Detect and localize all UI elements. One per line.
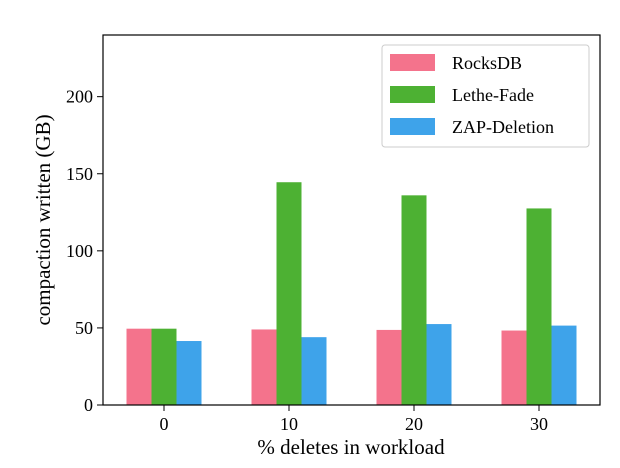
y-axis: 0 50 100 150 200 [66,87,103,415]
y-tick-label: 0 [84,395,93,415]
bar-lethe-fade-20 [401,195,427,405]
legend-label-zap-deletion: ZAP-Deletion [452,117,554,137]
bar-rocksdb-30 [501,330,527,405]
y-tick-label: 100 [66,241,93,261]
legend-label-rocksdb: RocksDB [452,53,522,73]
bar-zap-deletion-30 [551,325,577,405]
bar-zap-deletion-0 [176,341,202,405]
x-tick-label: 30 [530,414,548,434]
bar-lethe-fade-0 [151,328,177,405]
x-tick-label: 0 [160,414,169,434]
x-tick-label: 20 [405,414,423,434]
x-tick-label: 10 [280,414,298,434]
y-tick-label: 200 [66,87,93,107]
bars-layer [126,182,577,405]
bar-zap-deletion-20 [426,324,452,405]
x-axis-label: % deletes in workload [257,435,445,459]
y-tick-label: 150 [66,164,93,184]
bar-zap-deletion-10 [301,337,327,405]
bar-lethe-fade-30 [526,208,552,405]
legend-label-lethe-fade: Lethe-Fade [452,85,534,105]
legend: RocksDB Lethe-Fade ZAP-Deletion [381,44,590,148]
plot-frame [102,34,601,406]
legend-swatch-zap-deletion [390,118,435,135]
bar-rocksdb-0 [126,328,152,405]
y-tick-label: 50 [75,318,93,338]
bar-rocksdb-10 [251,329,277,405]
x-axis: 0 10 20 30 [160,405,548,434]
y-axis-label: compaction written (GB) [31,114,55,325]
legend-swatch-rocksdb [390,54,435,71]
bar-lethe-fade-10 [276,182,302,405]
bar-rocksdb-20 [376,329,402,405]
legend-swatch-lethe-fade [390,86,435,103]
